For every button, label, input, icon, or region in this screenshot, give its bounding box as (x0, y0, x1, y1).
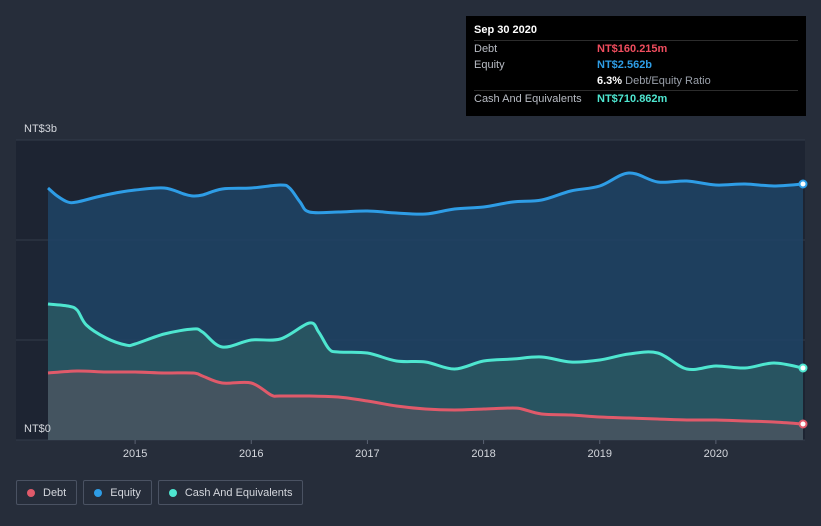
x-tick-label: 2017 (355, 448, 379, 460)
legend-item-cash[interactable]: Cash And Equivalents (157, 480, 304, 505)
x-tick-label: 2019 (587, 448, 611, 460)
tooltip-value-cash: NT$710.862m (597, 93, 668, 105)
legend-item-debt[interactable]: Debt (16, 480, 78, 505)
tooltip-row-debt: Debt NT$160.215m (474, 40, 798, 57)
series-lines (47, 171, 804, 426)
tooltip-value-debt: NT$160.215m (597, 43, 668, 55)
area-debt (48, 370, 803, 440)
tooltip-value-ratio: 6.3% (597, 75, 623, 87)
legend-label: Cash And Equivalents (184, 486, 293, 499)
tooltip-date: Sep 30 2020 (474, 24, 537, 36)
line-debt (47, 369, 804, 426)
tooltip-value-equity: NT$2.562b (597, 59, 653, 71)
end-marker-equity (798, 179, 808, 189)
legend-item-equity[interactable]: Equity (83, 480, 152, 505)
x-axis-ticks: 2015 2016 2017 2018 2019 2020 (123, 440, 728, 460)
value-tooltip: Sep 30 2020 Debt NT$160.215m Equity NT$2… (466, 16, 806, 116)
tooltip-label: Equity (474, 59, 505, 71)
chart-legend: Debt Equity Cash And Equivalents (16, 480, 304, 507)
tooltip-row-cash: Cash And Equivalents NT$710.862m (474, 90, 798, 107)
x-tick-label: 2015 (123, 448, 147, 460)
legend-label: Debt (43, 486, 67, 499)
x-tick-label: 2020 (704, 448, 728, 460)
tooltip-row-equity: Equity NT$2.562b (474, 57, 798, 73)
series-areas (48, 172, 803, 441)
tooltip-label: Debt (474, 43, 498, 55)
x-tick-label: 2018 (471, 448, 495, 460)
line-cash-and-equivalents (47, 302, 804, 372)
end-marker-debt (798, 419, 808, 429)
legend-dot-icon (168, 488, 177, 497)
tooltip-label: Cash And Equivalents (474, 93, 582, 105)
x-tick-label: 2016 (239, 448, 263, 460)
end-marker-cash-and-equivalents (798, 363, 808, 373)
legend-dot-icon (94, 488, 103, 497)
line-equity (47, 171, 804, 216)
tooltip-row-ratio: 6.3% Debt/Equity Ratio (474, 73, 798, 89)
legend-label: Equity (110, 486, 141, 499)
series-end-markers (798, 179, 808, 429)
tooltip-ratio-label: Debt/Equity Ratio (625, 75, 711, 87)
legend-dot-icon (27, 488, 35, 497)
y-axis-top-label: NT$3b (24, 123, 57, 135)
y-axis-bottom-label: NT$0 (24, 423, 51, 435)
